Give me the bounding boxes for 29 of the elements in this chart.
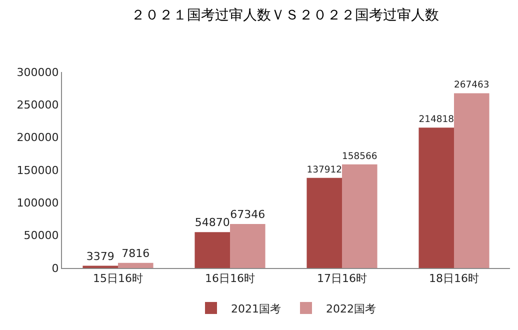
x-tick-label: 17日16时 xyxy=(317,272,367,286)
data-label: 3379 xyxy=(86,250,114,263)
bar xyxy=(306,178,342,268)
legend-label: 2022国考 xyxy=(326,302,376,316)
bar xyxy=(454,93,490,268)
data-label: 158566 xyxy=(342,150,378,162)
bar xyxy=(342,164,378,268)
y-tick-label: 300000 xyxy=(16,66,59,79)
legend-label: 2021国考 xyxy=(231,302,281,316)
bar xyxy=(118,262,154,268)
data-label: 7816 xyxy=(122,246,150,260)
data-label: 54870 xyxy=(194,216,230,230)
y-tick-label: 200000 xyxy=(16,131,59,144)
y-tick-label: 250000 xyxy=(16,98,59,112)
chart-title: ２０２１国考过审人数ＶＳ２０２２国考过审人数 xyxy=(130,8,439,24)
data-label: 214818 xyxy=(418,114,454,126)
y-tick-label: 50000 xyxy=(24,229,59,242)
bar xyxy=(230,224,266,268)
x-tick-label: 15日16时 xyxy=(93,272,143,286)
data-label: 267463 xyxy=(454,80,490,91)
y-tick-label: 0 xyxy=(52,262,59,275)
data-label: 137912 xyxy=(306,164,342,176)
y-tick-label: 150000 xyxy=(16,164,59,177)
y-tick-label: 100000 xyxy=(16,196,59,210)
data-label: 67346 xyxy=(230,208,266,221)
bar xyxy=(194,232,230,268)
bar xyxy=(418,128,454,268)
x-tick-label: 18日16时 xyxy=(429,272,479,286)
x-tick-label: 16日16时 xyxy=(205,272,255,286)
